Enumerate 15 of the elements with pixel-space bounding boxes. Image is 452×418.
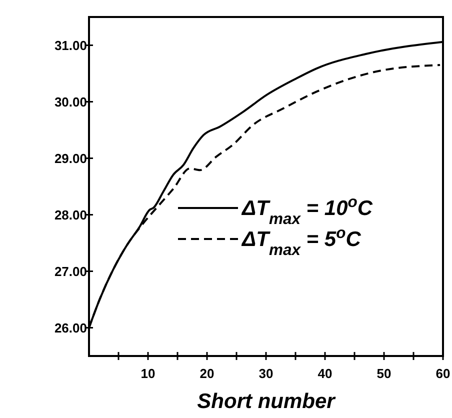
x-tick-label: 40 (318, 366, 332, 381)
x-tick-label: 10 (140, 366, 156, 381)
x-tick-label: 60 (436, 366, 450, 381)
y-tick-label: 31.00 (54, 38, 87, 53)
legend-label: ΔT$_{max}$ = 5$^{o}$C (241, 224, 362, 258)
y-tick-label: 29.00 (54, 150, 87, 166)
x-tick-label: 20 (200, 366, 214, 381)
y-tick-label: 28.00 (54, 207, 87, 222)
x-tick-label: 30 (258, 366, 274, 381)
x-axis-title: Short number (197, 390, 337, 413)
y-tick-label: 26.00 (54, 320, 87, 336)
y-tick-label: 27.00 (54, 264, 87, 279)
legend-label: ΔT$_{max}$ = 10$^{o}$C (241, 194, 374, 228)
x-tick-label: 50 (376, 366, 392, 381)
y-tick-label: 30.00 (54, 94, 87, 110)
